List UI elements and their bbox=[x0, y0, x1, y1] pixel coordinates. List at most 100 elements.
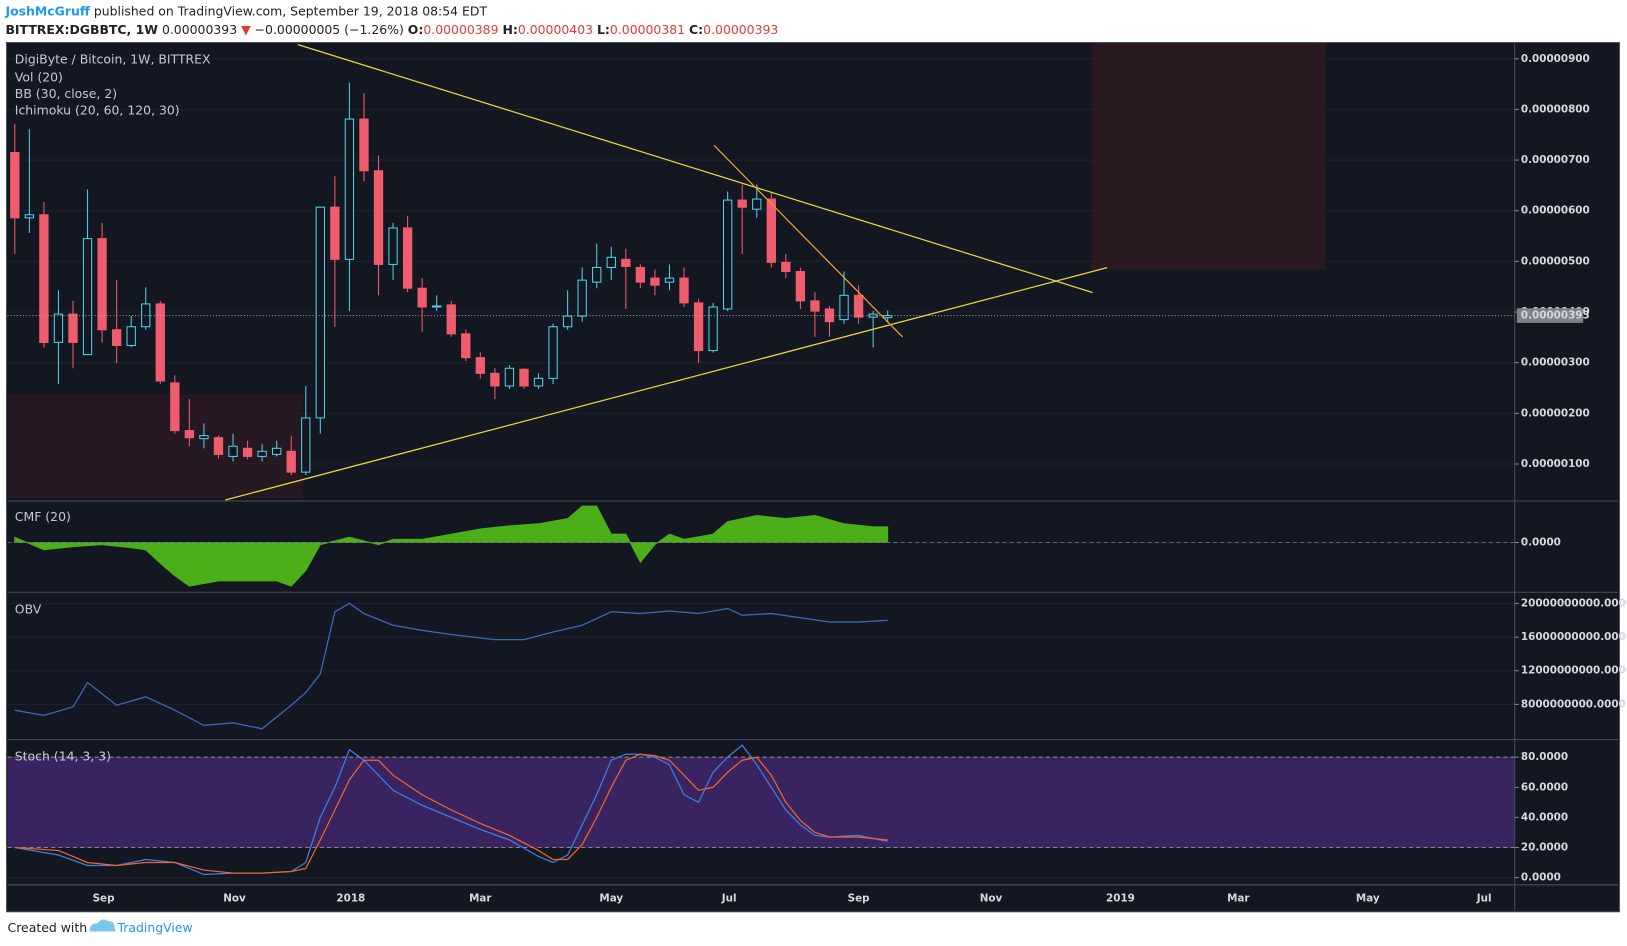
candle-body bbox=[548, 326, 558, 379]
candle-body bbox=[272, 447, 282, 455]
candle-body bbox=[417, 287, 427, 308]
candle-body bbox=[126, 326, 136, 346]
candle-body bbox=[68, 313, 78, 343]
candle-body bbox=[475, 357, 486, 374]
candle-body bbox=[752, 198, 762, 210]
candle-body bbox=[388, 227, 398, 265]
y-tick-label: 0.00000700 bbox=[1521, 154, 1590, 166]
y-tick-label: 0.00000200 bbox=[1521, 407, 1590, 419]
candle-body bbox=[170, 382, 180, 432]
trendline[interactable] bbox=[225, 267, 1108, 501]
candle-body bbox=[199, 435, 209, 440]
y-tick-label: 8000000000.0000 bbox=[1521, 698, 1626, 710]
h-value: 0.00000403 bbox=[518, 22, 593, 37]
o-label: O: bbox=[408, 22, 424, 37]
x-tick-label: Nov bbox=[223, 892, 246, 904]
candle-body bbox=[257, 450, 267, 457]
candle-body bbox=[621, 258, 631, 267]
candle-body bbox=[402, 227, 413, 289]
pane-title: Stoch (14, 3, 3) bbox=[15, 749, 111, 764]
candle-body bbox=[708, 306, 718, 352]
candle-body bbox=[155, 303, 165, 382]
candle-body bbox=[853, 294, 864, 318]
candle-body bbox=[562, 315, 573, 328]
candle-body bbox=[650, 277, 660, 286]
candle-body bbox=[883, 315, 893, 319]
header-line-2: BITTREX:DGBBTC, 1W 0.00000393 ▼ −0.00000… bbox=[5, 22, 778, 37]
y-tick-label: 0.0000 bbox=[1521, 872, 1561, 884]
tradingview-logo[interactable] bbox=[89, 919, 116, 932]
x-tick-label: Mar bbox=[469, 892, 492, 904]
y-tick-label: 60.0000 bbox=[1521, 781, 1568, 793]
ichimoku-cloud bbox=[7, 394, 304, 498]
candle-body bbox=[781, 261, 791, 273]
candle-body bbox=[286, 450, 296, 473]
change-arrow: ▼ bbox=[241, 22, 251, 37]
l-label: L: bbox=[597, 22, 610, 37]
author[interactable]: JoshMcGruff bbox=[4, 3, 90, 18]
last-price: 0.00000393 bbox=[162, 22, 237, 37]
x-tick-label: May bbox=[1356, 892, 1380, 904]
candle-body bbox=[693, 302, 704, 352]
candle-body bbox=[53, 313, 64, 343]
candle-body bbox=[39, 214, 49, 343]
x-tick-label: Sep bbox=[93, 892, 115, 904]
candle-body bbox=[722, 199, 733, 310]
candle-body bbox=[432, 305, 442, 308]
y-tick-label: 16000000000.0000 bbox=[1521, 631, 1627, 643]
o-value: 0.00000389 bbox=[423, 22, 498, 37]
published: published on TradingView.com, September … bbox=[90, 3, 488, 18]
last-price-label: 0.00000393 bbox=[1521, 310, 1590, 322]
legend-entry: Vol (20) bbox=[15, 69, 63, 84]
x-tick-label: 2019 bbox=[1106, 892, 1135, 904]
c-label: C: bbox=[689, 22, 703, 37]
candle-body bbox=[359, 118, 369, 172]
y-tick-label: 0.00000900 bbox=[1521, 53, 1590, 65]
candle-body bbox=[592, 266, 602, 283]
legend-entry: Ichimoku (20, 60, 120, 30) bbox=[15, 102, 180, 117]
candle-body bbox=[373, 170, 384, 265]
x-tick-label: Jul bbox=[721, 892, 737, 904]
ichimoku-cloud bbox=[1091, 43, 1326, 270]
y-tick-label: 0.00000600 bbox=[1521, 205, 1590, 217]
y-tick-label: 0.00000300 bbox=[1521, 357, 1590, 369]
candle-body bbox=[24, 214, 35, 219]
change: −0.00000005 (−1.26%) bbox=[255, 22, 404, 37]
candle-body bbox=[490, 372, 500, 387]
candle-body bbox=[330, 206, 340, 260]
y-tick-label: 0.00000500 bbox=[1521, 255, 1590, 267]
trendline[interactable] bbox=[713, 144, 904, 338]
indicator-line bbox=[14, 753, 888, 874]
footer-brand[interactable]: TradingView bbox=[116, 920, 192, 935]
y-tick-label: 12000000000.0000 bbox=[1521, 665, 1627, 677]
candle-body bbox=[301, 417, 311, 473]
pane-title: OBV bbox=[15, 601, 42, 616]
x-tick-label: May bbox=[599, 892, 623, 904]
x-tick-label: 2018 bbox=[336, 892, 365, 904]
candle-body bbox=[664, 277, 675, 283]
x-tick-label: Sep bbox=[848, 892, 870, 904]
y-tick-label: 20000000000.0000 bbox=[1521, 597, 1627, 609]
last-price-tag bbox=[1516, 308, 1584, 323]
candle-body bbox=[184, 430, 195, 439]
candle-body bbox=[228, 445, 238, 457]
symbol: BITTREX:DGBBTC, 1W bbox=[5, 22, 158, 37]
candle-body bbox=[504, 367, 515, 387]
c-value: 0.00000393 bbox=[703, 22, 778, 37]
trendline[interactable] bbox=[297, 44, 1093, 294]
candle-body bbox=[446, 304, 456, 335]
candle-body bbox=[577, 279, 587, 317]
candle-body bbox=[635, 266, 646, 283]
candle-body bbox=[111, 329, 122, 346]
candle-body bbox=[766, 198, 776, 263]
y-tick-label: 0.0000 bbox=[1521, 536, 1561, 548]
candle-body bbox=[242, 447, 253, 457]
x-tick-label: Nov bbox=[980, 892, 1003, 904]
y-tick-label: 0.00000100 bbox=[1521, 458, 1590, 470]
candle-body bbox=[97, 238, 107, 331]
candle-body bbox=[533, 377, 544, 387]
candle-body bbox=[10, 151, 20, 219]
x-tick-label: Mar bbox=[1227, 892, 1250, 904]
candle-body bbox=[141, 303, 151, 328]
